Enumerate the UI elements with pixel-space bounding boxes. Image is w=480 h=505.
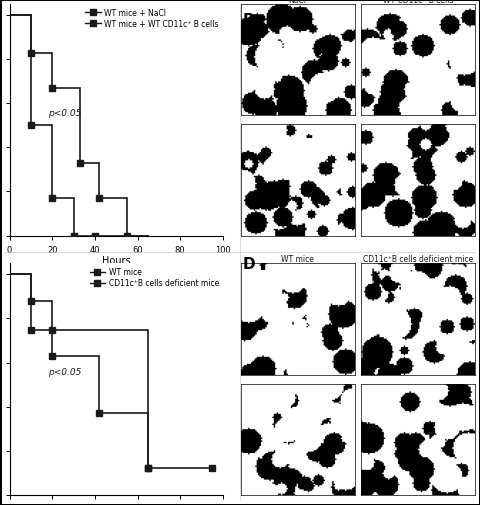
Text: p<0.05: p<0.05 [48,109,81,118]
X-axis label: Hours: Hours [102,256,131,266]
Title: WT mice: WT mice [281,255,314,264]
Title: WT CD11c⁺ B cells: WT CD11c⁺ B cells [383,0,454,5]
Legend: WT mice + NaCl, WT mice + WT CD11c⁺ B cells: WT mice + NaCl, WT mice + WT CD11c⁺ B ce… [85,9,219,29]
Title: CD11c⁺B cells deficient mice: CD11c⁺B cells deficient mice [363,255,473,264]
Legend: WT mice, CD11c⁺B cells deficient mice: WT mice, CD11c⁺B cells deficient mice [90,268,219,288]
Text: B: B [242,13,254,28]
Text: D: D [242,256,255,271]
Title: NaCl: NaCl [288,0,307,5]
Text: p<0.05: p<0.05 [48,368,81,377]
